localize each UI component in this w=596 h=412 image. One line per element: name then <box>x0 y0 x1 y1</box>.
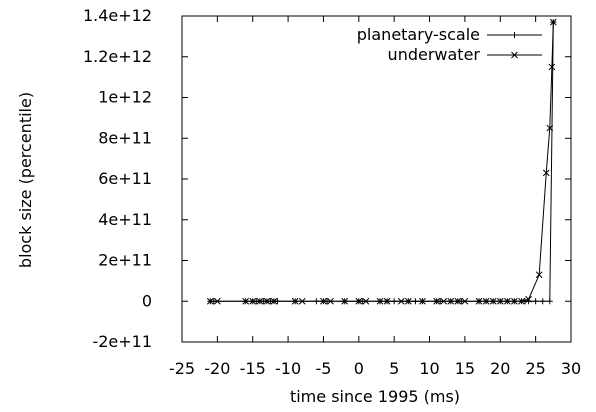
series-planetary-scale <box>207 19 557 305</box>
data-point-cross <box>263 297 271 305</box>
y-axis-label: block size (percentile) <box>16 92 35 268</box>
data-point-cross <box>440 297 448 305</box>
y-tick-label: -2e+11 <box>92 332 152 351</box>
legend-label: underwater <box>388 45 481 64</box>
data-point-cross <box>214 297 221 305</box>
data-point-cross <box>291 297 299 305</box>
data-point-cross <box>362 297 370 305</box>
data-point-cross <box>482 297 490 305</box>
x-tick-label: 25 <box>525 359 545 378</box>
y-axis-ticks: -2e+11 0 2e+11 4e+11 6e+11 8e+11 1e+12 1.2e+12 1… <box>83 6 571 351</box>
data-point-cross <box>206 297 214 305</box>
x-tick-label: 20 <box>490 359 510 378</box>
series-underwater <box>206 18 557 305</box>
y-tick-label: 6e+11 <box>98 169 152 188</box>
data-point-cross <box>242 297 250 305</box>
data-point-cross <box>454 297 462 305</box>
data-point-cross <box>404 297 412 305</box>
x-tick-label: 30 <box>561 359 581 378</box>
data-point-cross <box>376 297 384 305</box>
y-tick-label: 1.2e+12 <box>83 47 152 66</box>
x-tick-label: -25 <box>169 359 195 378</box>
data-point-cross <box>397 297 405 305</box>
series-line <box>210 22 554 302</box>
x-tick-label: 5 <box>389 359 399 378</box>
data-point-cross <box>511 297 518 305</box>
data-point-cross <box>549 18 557 26</box>
data-point-plus <box>546 298 553 305</box>
data-point-plus <box>539 298 546 305</box>
data-point-cross <box>320 297 327 305</box>
series-group <box>206 18 557 305</box>
x-tick-label: -5 <box>315 359 331 378</box>
y-tick-label: 1e+12 <box>98 88 152 107</box>
axis-frame-group <box>181 15 572 343</box>
legend-label: planetary-scale <box>357 25 480 44</box>
data-point-cross <box>355 297 363 305</box>
data-point-cross <box>542 169 550 177</box>
data-point-cross <box>447 297 455 305</box>
data-point-cross <box>511 51 518 59</box>
data-point-cross <box>535 271 543 279</box>
data-point-cross <box>546 124 554 132</box>
y-tick-label: 1.4e+12 <box>83 6 152 25</box>
data-point-cross <box>548 63 556 71</box>
data-point-cross <box>503 297 511 305</box>
x-axis-label: time since 1995 (ms) <box>290 387 460 406</box>
plot-frame <box>181 15 572 343</box>
data-point-cross <box>383 297 391 305</box>
x-tick-label: 0 <box>354 359 364 378</box>
x-tick-label: 15 <box>455 359 475 378</box>
x-tick-label: -20 <box>204 359 230 378</box>
data-point-cross <box>270 297 278 305</box>
data-point-plus <box>532 298 539 305</box>
data-point-cross <box>419 297 426 305</box>
data-point-cross <box>489 297 497 305</box>
data-point-cross <box>249 297 257 305</box>
y-tick-label: 8e+11 <box>98 128 152 147</box>
data-point-cross <box>518 297 525 305</box>
x-axis-ticks: -25 -20 -15 -10 -5 0 5 10 15 20 25 30 <box>169 16 581 378</box>
y-tick-label: 4e+11 <box>98 210 152 229</box>
data-point-cross <box>433 297 440 305</box>
data-point-cross <box>525 295 532 303</box>
data-point-cross <box>496 297 504 305</box>
data-point-cross <box>256 297 264 305</box>
data-point-cross <box>475 297 483 305</box>
x-tick-label: -15 <box>240 359 266 378</box>
data-point-cross <box>298 297 306 305</box>
series-line <box>210 22 554 302</box>
data-point-cross <box>327 297 334 305</box>
y-tick-label: 0 <box>142 291 152 310</box>
y-tick-label: 2e+11 <box>98 251 152 270</box>
x-tick-label: 10 <box>419 359 439 378</box>
data-point-plus <box>511 32 518 38</box>
data-point-cross <box>341 297 349 305</box>
data-point-cross <box>461 297 469 305</box>
x-tick-label: -10 <box>275 359 301 378</box>
